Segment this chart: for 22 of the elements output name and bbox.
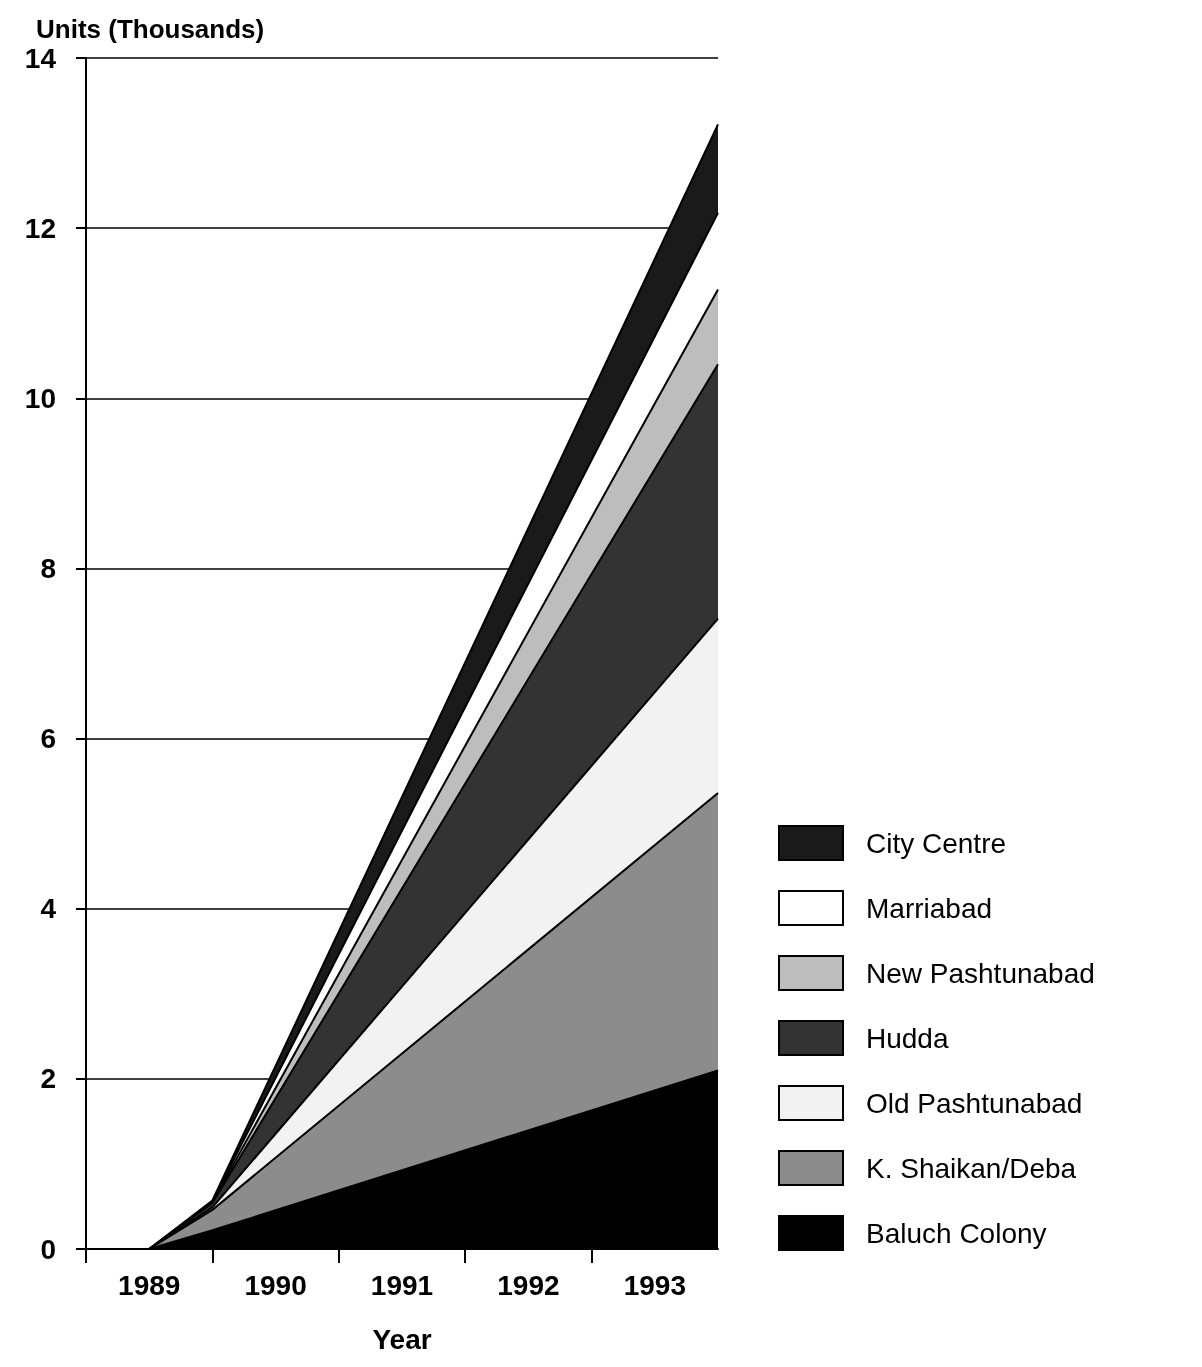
x-tick-label: 1991 <box>370 1269 434 1301</box>
legend-label: Old Pashtunabad <box>866 1087 1083 1119</box>
y-tick-label: 8 <box>40 552 56 584</box>
legend-label: Baluch Colony <box>866 1217 1047 1249</box>
legend-label: Hudda <box>866 1022 949 1054</box>
y-tick-label: 14 <box>24 42 57 74</box>
legend-label: Marriabad <box>866 892 993 924</box>
x-tick-label: 1992 <box>497 1269 560 1301</box>
legend-label: City Centre <box>866 827 1007 859</box>
legend-label: K. Shaikan/Deba <box>866 1152 1077 1184</box>
y-axis-title: Units (Thousands) <box>36 14 265 44</box>
y-tick-label: 0 <box>40 1233 56 1265</box>
y-tick-label: 2 <box>40 1063 56 1095</box>
x-tick-label: 1989 <box>118 1269 181 1301</box>
legend-label: New Pashtunabad <box>866 957 1095 989</box>
x-tick-label: 1993 <box>623 1269 686 1301</box>
y-tick-label: 4 <box>40 893 57 925</box>
x-axis-title: Year <box>372 1323 432 1355</box>
y-tick-label: 12 <box>24 212 56 244</box>
y-tick-label: 6 <box>40 723 56 755</box>
y-tick-label: 10 <box>24 382 56 414</box>
x-tick-label: 1990 <box>244 1269 307 1301</box>
